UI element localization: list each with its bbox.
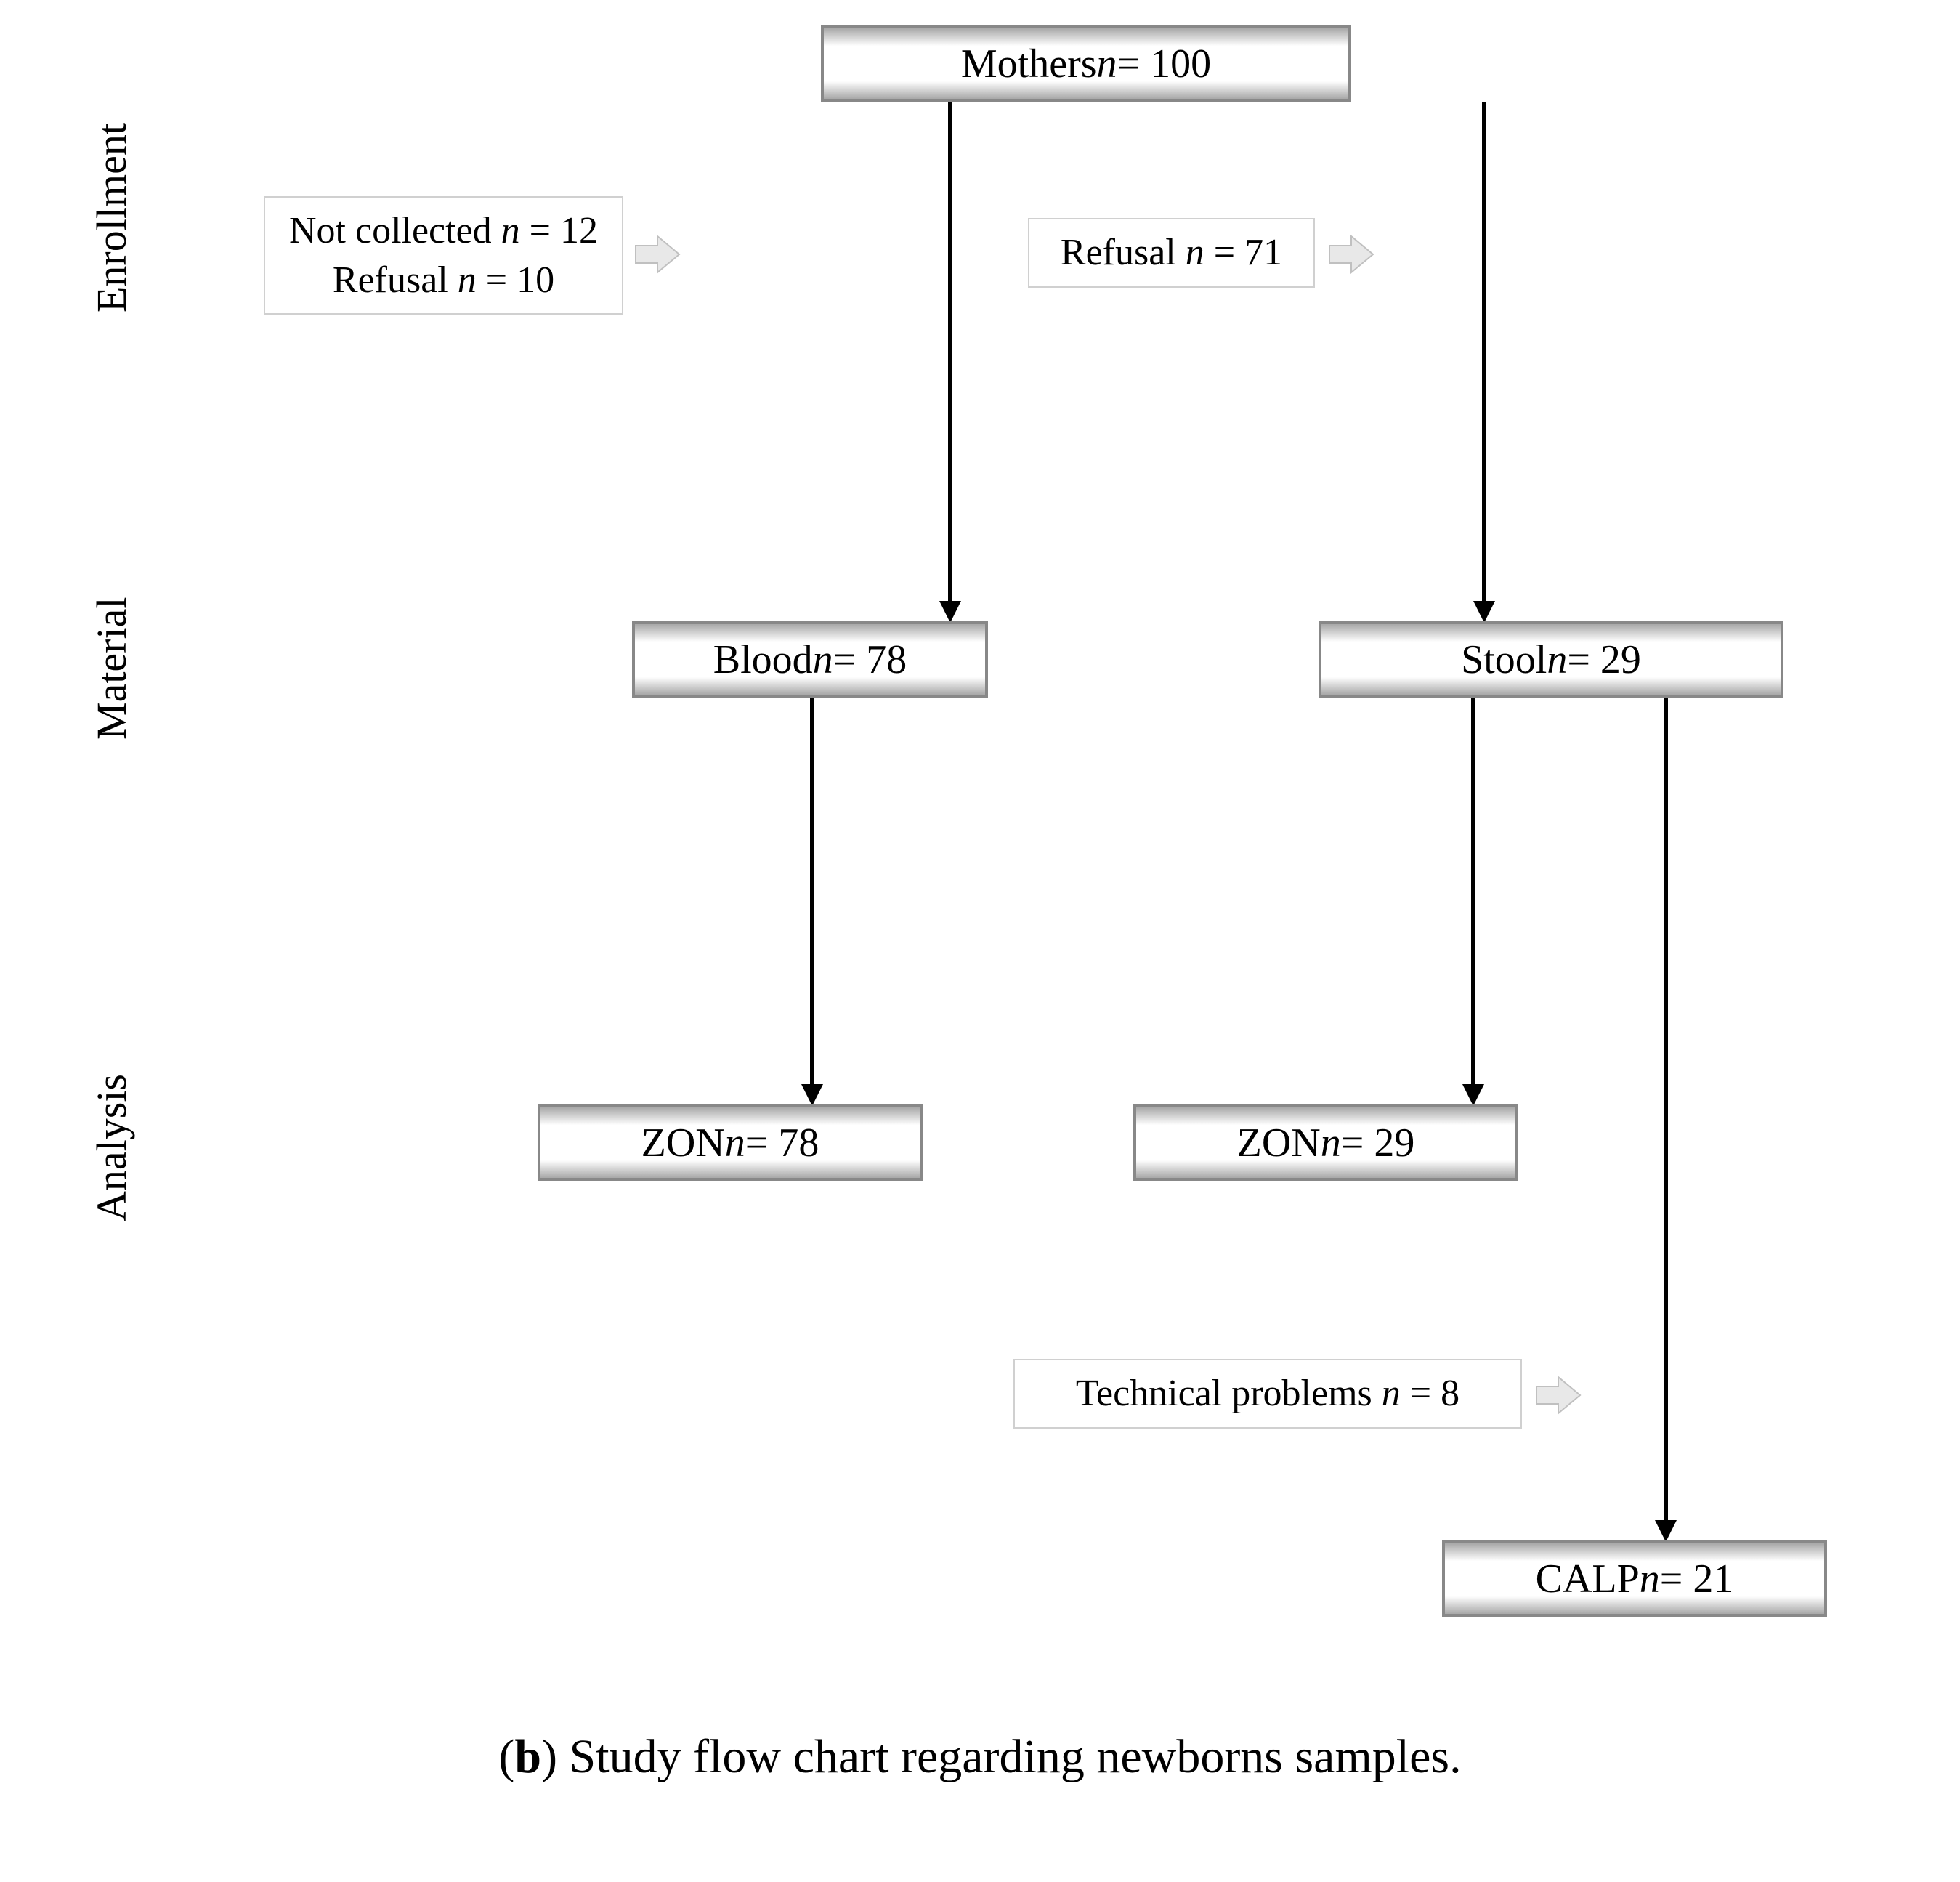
node-n: n (725, 1120, 745, 1166)
node-value: = 100 (1117, 41, 1212, 87)
note-left: Not collected n = 12 Refusal n = 10 (264, 196, 623, 315)
edge-mothers-blood (948, 102, 952, 601)
node-zon-blood: ZON n = 78 (538, 1104, 923, 1181)
node-zon-stool: ZON n = 29 (1133, 1104, 1518, 1181)
edge-blood-zon (810, 698, 814, 1084)
node-n: n (1640, 1556, 1660, 1602)
edge-stool-calp (1664, 698, 1668, 1520)
arrowhead (801, 1084, 823, 1106)
edge-mothers-stool (1482, 102, 1486, 601)
note-tech: Technical problems n = 8 (1013, 1359, 1522, 1429)
node-value: = 78 (745, 1120, 819, 1166)
node-value: = 29 (1567, 637, 1641, 683)
arrowhead (1473, 601, 1495, 623)
phase-label-analysis: Analysis (87, 1054, 136, 1243)
gray-arrow-icon (632, 233, 683, 280)
phase-text: Analysis (88, 1075, 135, 1222)
node-label: ZON (1237, 1120, 1321, 1166)
arrowhead (1655, 1520, 1677, 1542)
note-line: Refusal n = 10 (283, 256, 604, 305)
node-n: n (1097, 41, 1117, 87)
figure-caption: (b) Study flow chart regarding newborns … (0, 1729, 1960, 1785)
node-stool: Stool n = 29 (1319, 621, 1783, 698)
caption-prefix: ( (498, 1730, 514, 1783)
gray-arrow-icon (1326, 233, 1377, 280)
node-n: n (1321, 1120, 1341, 1166)
note-line: Technical problems n = 8 (1032, 1369, 1503, 1418)
node-label: Mothers (961, 41, 1097, 87)
node-mothers: Mothers n = 100 (821, 25, 1351, 102)
note-right: Refusal n = 71 (1028, 218, 1315, 288)
node-value: = 29 (1341, 1120, 1415, 1166)
node-label: CALP (1536, 1556, 1640, 1602)
caption-letter: b (514, 1730, 541, 1783)
node-n: n (813, 637, 833, 683)
arrowhead (939, 601, 961, 623)
note-line: Refusal n = 71 (1047, 228, 1296, 278)
caption-suffix: ) Study flow chart regarding newborns sa… (541, 1730, 1462, 1783)
phase-label-enrollment: Enrollment (87, 102, 136, 334)
node-label: Stool (1461, 637, 1547, 683)
phase-label-material: Material (87, 578, 136, 759)
node-calp: CALP n = 21 (1442, 1540, 1827, 1617)
phase-text: Enrollment (88, 124, 135, 313)
gray-arrow-icon (1533, 1373, 1584, 1421)
node-blood: Blood n = 78 (632, 621, 988, 698)
node-value: = 78 (833, 637, 907, 683)
node-label: ZON (641, 1120, 725, 1166)
node-value: = 21 (1660, 1556, 1734, 1602)
arrowhead (1462, 1084, 1484, 1106)
edge-stool-zon (1471, 698, 1475, 1084)
node-n: n (1547, 637, 1567, 683)
phase-text: Material (88, 597, 135, 740)
node-label: Blood (713, 637, 813, 683)
note-line: Not collected n = 12 (283, 206, 604, 256)
